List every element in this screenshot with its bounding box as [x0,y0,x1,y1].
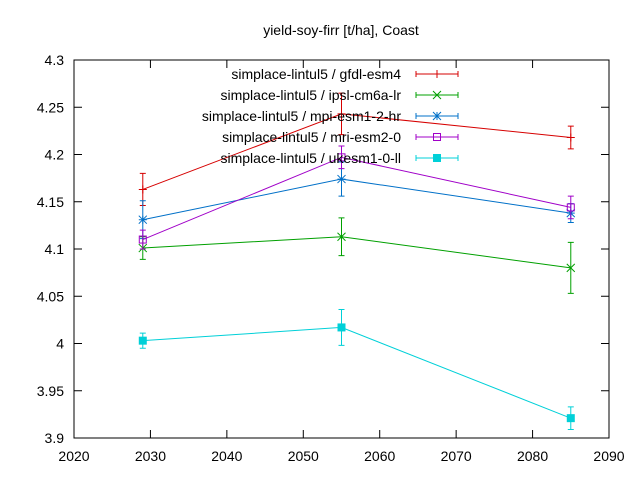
legend-cap [415,155,459,161]
y-tick-label: 4 [56,336,64,352]
data-point [566,414,575,423]
y-tick-label: 3.9 [45,430,65,446]
y-tick-label: 4.25 [37,99,64,115]
legend-label: simplace-lintul5 / ukesm1-0-ll [220,150,401,166]
series-layer [138,92,576,430]
data-point [138,235,147,244]
legend-item: simplace-lintul5 / gfdl-esm4 [231,66,459,82]
error-bar [338,145,345,170]
legend-marker [432,111,442,121]
legend-marker [433,70,441,78]
x-tick-label: 2020 [58,448,89,464]
x-tick-label: 2060 [364,448,395,464]
legend-label: simplace-lintul5 / mri-esm2-0 [222,129,401,145]
legend-marker [433,133,441,141]
data-point [138,215,148,225]
legend: simplace-lintul5 / gfdl-esm4 simplace-lin… [202,66,459,166]
y-tick-label: 4.3 [45,52,65,68]
data-point [337,153,346,162]
x-tick-label: 2090 [593,448,624,464]
series-4 [138,308,575,430]
y-tick-label: 4.05 [37,288,64,304]
y-tick-label: 4.15 [37,194,64,210]
legend-label: simplace-lintul5 / mpi-esm1-2-hr [202,108,402,124]
plot-frame [73,59,610,439]
legend-item: simplace-lintul5 / mri-esm2-0 [222,129,459,145]
series-line [142,156,571,241]
legend-marker [433,154,441,162]
chart-title: yield-soy-firr [t/ha], Coast [263,22,419,38]
series-line [142,178,571,221]
legend-item: simplace-lintul5 / mpi-esm1-2-hr [202,108,459,124]
series-line [142,326,571,419]
legend-label: simplace-lintul5 / gfdl-esm4 [231,66,401,82]
y-tick-label: 4.1 [45,241,65,257]
series-2 [138,161,576,240]
legend-cap [415,113,459,119]
y-tick-label: 4.2 [45,147,65,163]
x-tick-label: 2080 [517,448,548,464]
data-point [566,133,575,142]
legend-marker [432,90,442,100]
series-3 [138,145,575,250]
legend-item: simplace-lintul5 / ipsl-cm6a-lr [221,87,459,103]
legend-cap [415,92,459,98]
x-tick-label: 2050 [288,448,319,464]
legend-item: simplace-lintul5 / ukesm1-0-ll [220,150,459,166]
error-bar [139,229,146,250]
data-point [337,232,346,242]
legend-cap [415,71,459,77]
y-tick-label: 3.95 [37,383,64,399]
legend-label: simplace-lintul5 / ipsl-cm6a-lr [221,87,402,103]
data-point [337,174,346,184]
error-bar [567,195,574,220]
series-0 [138,92,575,207]
axis-ticks: 3.9 3.95 4 4.05 4.1 4.15 4.2 4.25 4.3 2020 2030 204… [37,52,625,464]
data-point [337,109,346,118]
series-line [142,236,571,269]
legend-cap [415,134,459,140]
data-point [566,263,576,273]
x-tick-label: 2030 [135,448,166,464]
data-point [566,203,575,212]
data-point [337,323,346,332]
series-1 [138,217,576,294]
x-tick-label: 2070 [441,448,472,464]
data-point [138,336,147,345]
data-point [138,185,147,194]
x-tick-label: 2040 [211,448,242,464]
